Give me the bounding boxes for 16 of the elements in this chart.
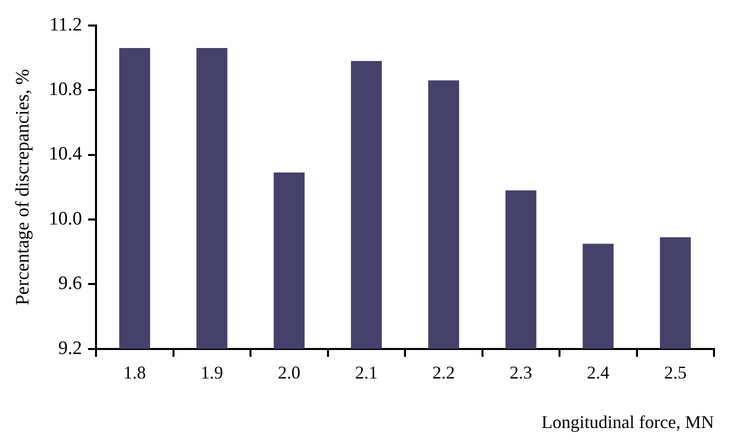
x-tick-label: 2.3: [510, 362, 532, 382]
x-tick-label: 2.5: [664, 362, 687, 382]
y-axis-title: Percentage of discrepancies, %: [12, 68, 34, 306]
x-tick-label: 2.0: [278, 362, 300, 382]
y-tick-label: 10.8: [48, 79, 82, 100]
x-tick-label: 2.4: [586, 362, 610, 382]
x-tick-label: 2.2: [432, 362, 455, 382]
x-axis-title: Longitudinal force, MN: [542, 412, 714, 432]
x-tick-label: 2.1: [355, 362, 378, 382]
y-tick-label: 9.2: [58, 338, 82, 359]
y-tick-label: 11.2: [50, 14, 82, 36]
y-tick-label: 10.0: [48, 208, 82, 230]
y-tick-label: 9.6: [58, 273, 82, 294]
x-tick-label: 1.8: [123, 362, 146, 382]
y-tick-label: 10.4: [48, 144, 83, 165]
x-tick-label: 1.9: [200, 362, 224, 382]
